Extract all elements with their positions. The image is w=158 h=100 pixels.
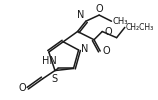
Text: N: N: [77, 10, 85, 20]
Text: HN: HN: [42, 56, 57, 66]
Text: S: S: [51, 74, 57, 84]
Text: O: O: [19, 83, 26, 93]
Text: N: N: [81, 44, 88, 54]
Text: O: O: [102, 46, 110, 56]
Text: CH₂CH₃: CH₂CH₃: [126, 23, 154, 32]
Text: O: O: [95, 4, 103, 14]
Text: CH₃: CH₃: [112, 17, 128, 26]
Text: O: O: [104, 26, 112, 36]
